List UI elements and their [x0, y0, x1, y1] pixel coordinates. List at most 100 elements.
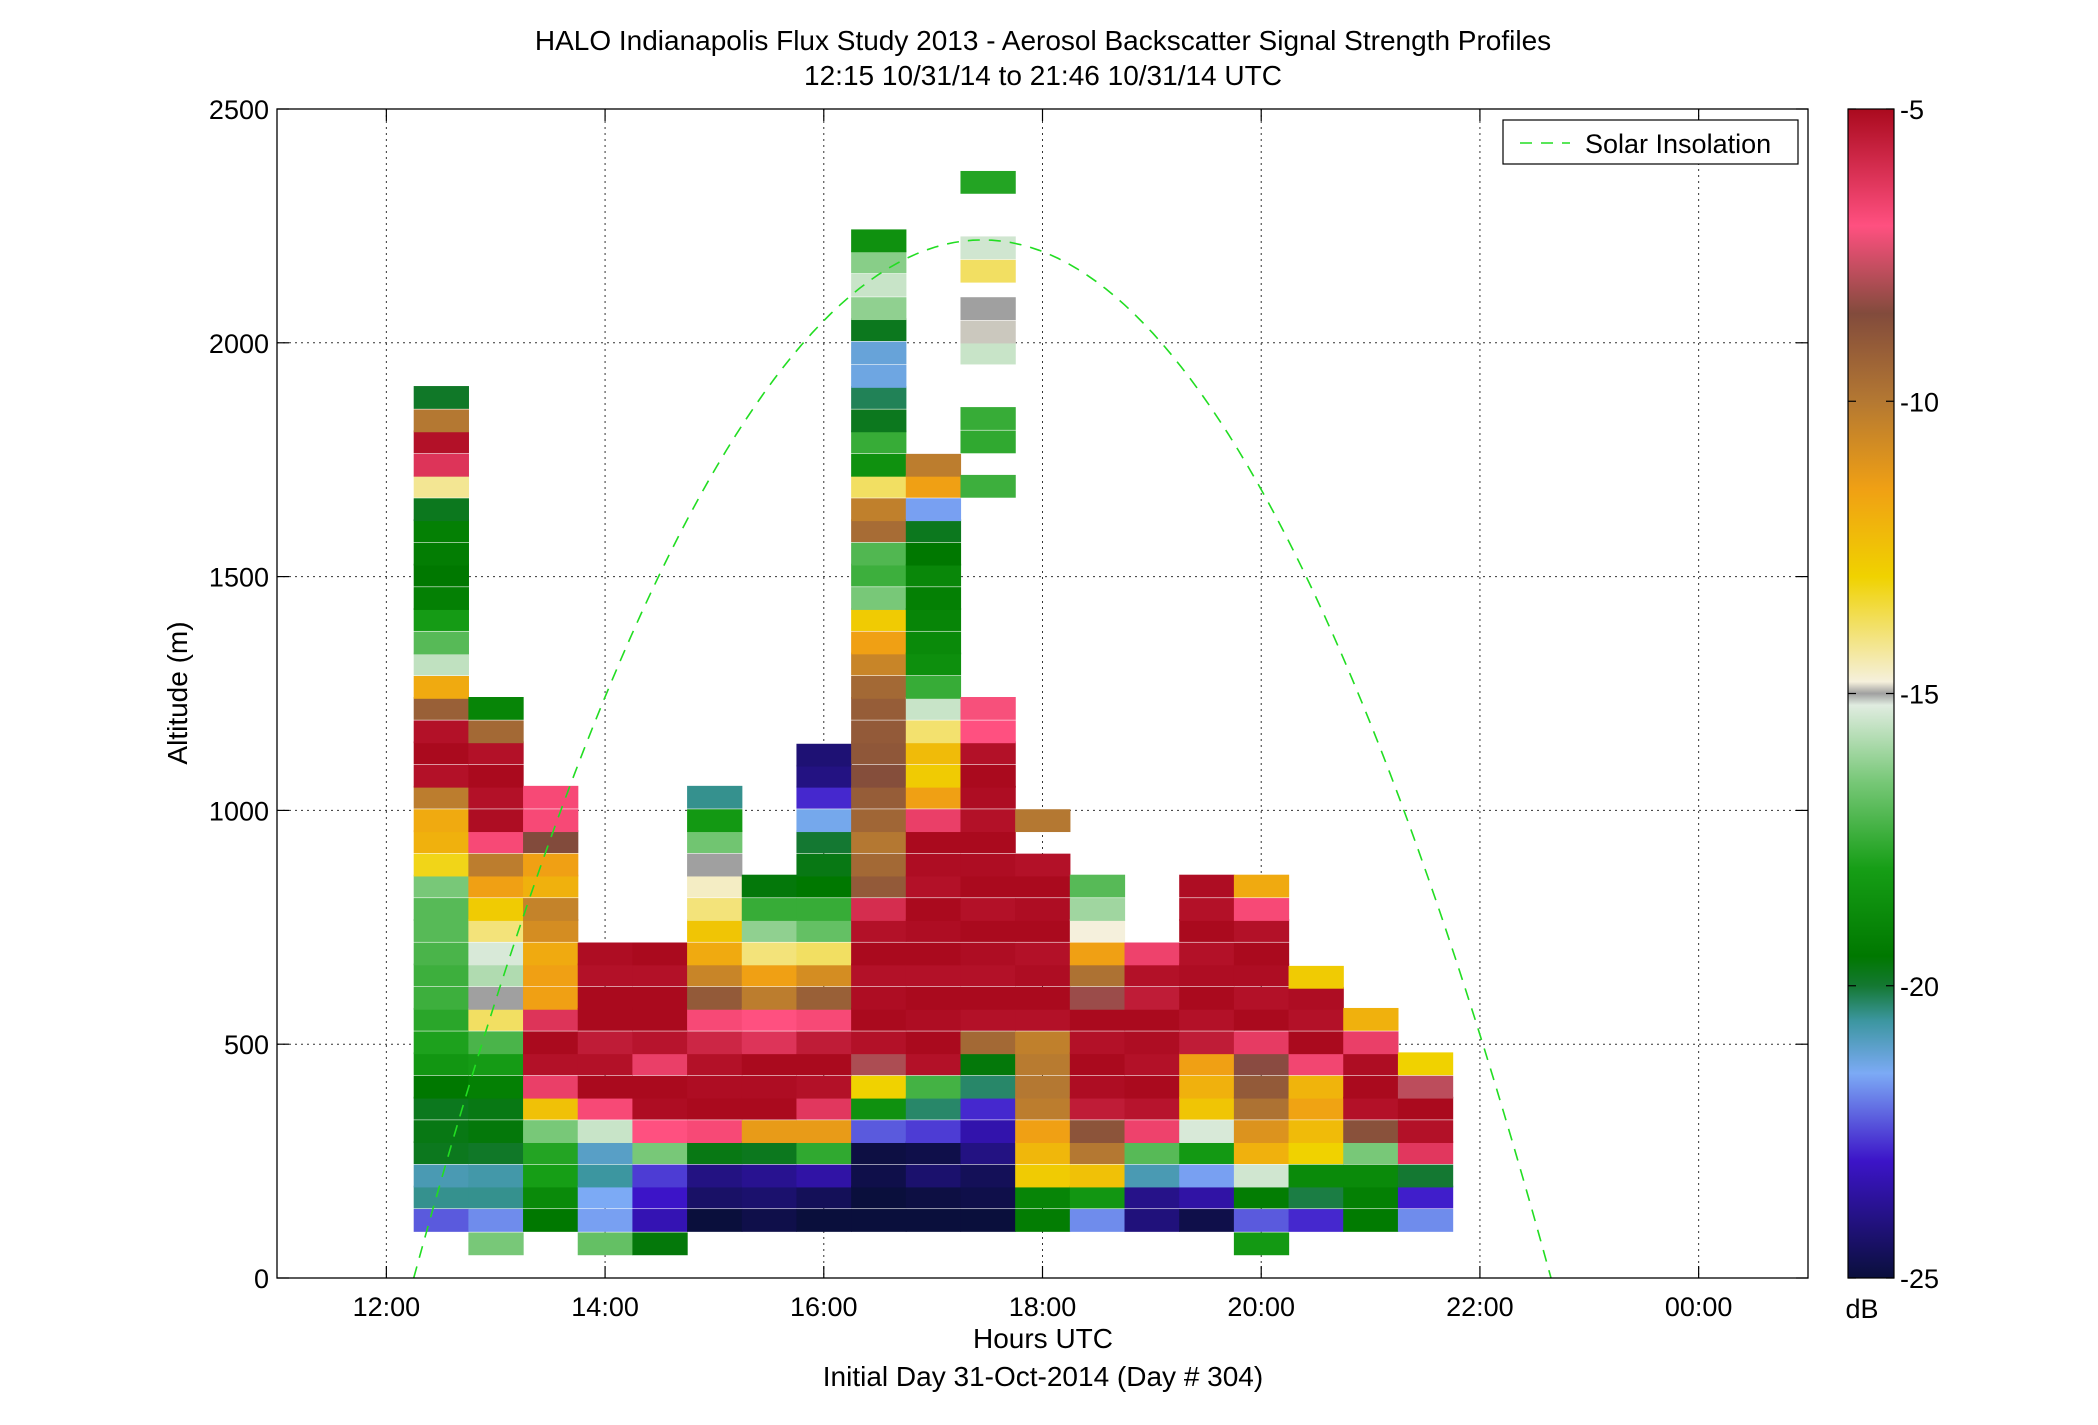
heatmap-cell — [632, 963, 688, 987]
heatmap-cell — [741, 1120, 798, 1143]
heatmap-cell — [413, 919, 469, 942]
heatmap-cell — [413, 1075, 469, 1099]
heatmap-cell — [960, 1075, 1016, 1099]
heatmap-cell — [523, 785, 579, 809]
heatmap-cell — [905, 453, 962, 477]
heatmap-cell — [1069, 1164, 1126, 1188]
heatmap-cell — [468, 697, 524, 720]
colorbar-unit-label: dB — [1845, 1294, 1878, 1324]
heatmap-cell — [523, 942, 579, 966]
heatmap-cell — [468, 874, 524, 898]
heatmap-cell — [960, 764, 1016, 788]
heatmap-cell — [687, 1141, 743, 1165]
heatmap-cell — [960, 898, 1016, 921]
heatmap-cell — [1015, 1031, 1071, 1055]
heatmap-cell — [905, 963, 962, 987]
heatmap-cell — [1233, 963, 1290, 987]
heatmap-cell — [413, 474, 469, 498]
heatmap-cell — [905, 542, 962, 566]
heatmap-cell — [796, 764, 852, 788]
heatmap-cell — [468, 809, 524, 833]
heatmap-cell — [905, 741, 962, 765]
heatmap-cell — [413, 898, 469, 921]
heatmap-cell — [905, 498, 962, 522]
heatmap-cell — [851, 1120, 907, 1143]
heatmap-cell — [905, 874, 962, 898]
heatmap-cell — [687, 986, 743, 1010]
heatmap-cell — [1015, 963, 1071, 987]
heatmap-cell — [523, 963, 579, 987]
colorbar-tick-label: -15 — [1900, 680, 1939, 710]
heatmap-cell — [1233, 986, 1290, 1010]
heatmap-cell — [796, 874, 852, 898]
heatmap-cell — [1288, 1052, 1344, 1076]
heatmap-cell — [632, 1096, 688, 1120]
heatmap-cell — [960, 986, 1016, 1010]
heatmap-cell — [1343, 1120, 1399, 1143]
heatmap-cell — [632, 1007, 688, 1031]
heatmap-cell — [905, 652, 962, 676]
heatmap-cell — [413, 874, 469, 898]
heatmap-cell — [523, 1164, 579, 1188]
heatmap-cell — [577, 1185, 634, 1209]
heatmap-cell — [687, 898, 743, 921]
heatmap-cell — [851, 741, 907, 765]
heatmap-cell — [468, 1141, 524, 1165]
heatmap-cell — [741, 1052, 798, 1076]
heatmap-cell — [851, 1141, 907, 1165]
heatmap-cell — [796, 1007, 852, 1031]
heatmap-cell — [1233, 1232, 1290, 1256]
y-tick-label: 2000 — [209, 329, 269, 359]
heatmap-cell — [523, 853, 579, 877]
heatmap-cell — [632, 1120, 688, 1143]
chart-title: HALO Indianapolis Flux Study 2013 - Aero… — [535, 25, 1551, 56]
heatmap-cell — [1233, 898, 1290, 921]
heatmap-cell — [1015, 1185, 1071, 1209]
heatmap-cell — [851, 587, 907, 610]
heatmap-cell — [632, 1075, 688, 1099]
heatmap-cell — [851, 963, 907, 987]
heatmap-cell — [523, 1209, 579, 1232]
heatmap-cell — [413, 1209, 469, 1232]
heatmap-cell — [741, 874, 798, 898]
heatmap-cell — [851, 785, 907, 809]
heatmap-cell — [413, 986, 469, 1010]
heatmap-cell — [905, 942, 962, 966]
heatmap-cell — [851, 1096, 907, 1120]
heatmap-cell — [796, 1075, 852, 1099]
heatmap-cell — [796, 963, 852, 987]
heatmap-cell — [1179, 1096, 1235, 1120]
heatmap-cell — [1288, 1164, 1344, 1188]
heatmap-cell — [1233, 1120, 1290, 1143]
heatmap-cell — [1343, 1164, 1399, 1188]
heatmap-cell — [687, 1031, 743, 1055]
heatmap-cell — [468, 942, 524, 966]
heatmap-cell — [1069, 1096, 1126, 1120]
heatmap-cell — [1343, 1096, 1399, 1120]
heatmap-cell — [1288, 1141, 1344, 1165]
heatmap-cell — [741, 1031, 798, 1055]
heatmap-cell — [851, 830, 907, 854]
heatmap-cell — [687, 1096, 743, 1120]
heatmap-cell — [413, 1031, 469, 1055]
heatmap-cell — [851, 1031, 907, 1055]
heatmap-cell — [1069, 1141, 1126, 1165]
heatmap-cell — [1288, 1096, 1344, 1120]
heatmap-cell — [523, 1007, 579, 1031]
heatmap-cell — [413, 498, 469, 522]
heatmap-cell — [577, 986, 634, 1010]
heatmap-cell — [741, 898, 798, 921]
heatmap-cell — [632, 942, 688, 966]
heatmap-cell — [413, 942, 469, 966]
heatmap-cell — [687, 1185, 743, 1209]
heatmap-cell — [1015, 1141, 1071, 1165]
heatmap-cell — [796, 809, 852, 833]
heatmap-cell — [577, 1141, 634, 1165]
heatmap-cell — [1233, 874, 1290, 898]
heatmap-cell — [851, 430, 907, 454]
heatmap-cell — [1124, 1185, 1180, 1209]
heatmap-cell — [468, 1164, 524, 1188]
heatmap-cell — [413, 409, 469, 433]
heatmap-cell — [1288, 1209, 1344, 1232]
heatmap-cell — [1397, 1075, 1454, 1099]
